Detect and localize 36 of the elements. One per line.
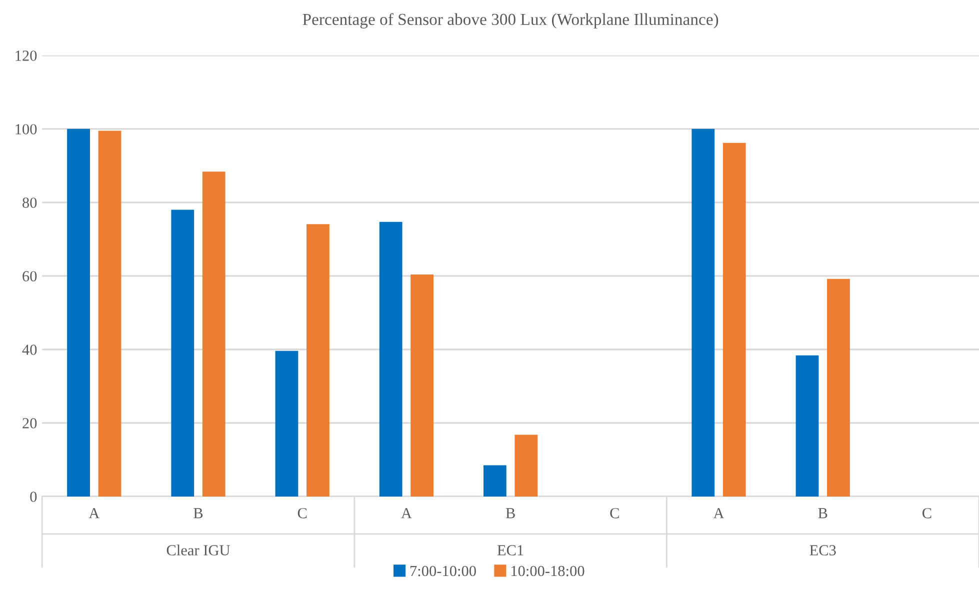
x-tick-label: B (818, 508, 828, 518)
y-tick-label: 20 (22, 418, 37, 428)
bar (306, 224, 330, 496)
y-tick-label: 0 (30, 492, 37, 502)
bar (98, 130, 122, 496)
bar (202, 172, 226, 496)
bar (722, 142, 746, 496)
legend-label: 10:00-18:00 (511, 566, 584, 576)
x-tick-label: A (713, 508, 724, 518)
x-tick-label: C (922, 508, 932, 518)
y-tick-label: 100 (16, 124, 37, 134)
text: EC3 (810, 545, 836, 556)
bar (692, 128, 715, 496)
x-tick-label: C (610, 508, 619, 518)
x-tick-label: A (401, 508, 412, 518)
bar (514, 434, 538, 496)
text: EC1 (497, 545, 524, 556)
x-tick-label: B (506, 508, 515, 518)
y-tick-label: 80 (22, 198, 37, 208)
y-tick-label: 60 (22, 271, 37, 282)
legend-label: 7:00-10:00 (410, 566, 476, 576)
bar (410, 274, 434, 496)
y-tick-label: 40 (22, 344, 37, 355)
bar (379, 222, 402, 496)
bar (483, 465, 506, 496)
chart-title: Percentage of Sensor above 300 Lux (Workplane Illuminance) (302, 13, 718, 28)
x-tick-label: A (88, 508, 100, 518)
bar (796, 355, 819, 496)
x-tick-label: C (298, 508, 307, 518)
x-tick-label: B (194, 508, 203, 518)
bar (67, 128, 90, 496)
y-tick-label: 120 (16, 50, 37, 61)
bar (171, 210, 194, 496)
bar (827, 278, 850, 496)
text: Clear IGU (166, 544, 230, 556)
bar (275, 350, 298, 496)
